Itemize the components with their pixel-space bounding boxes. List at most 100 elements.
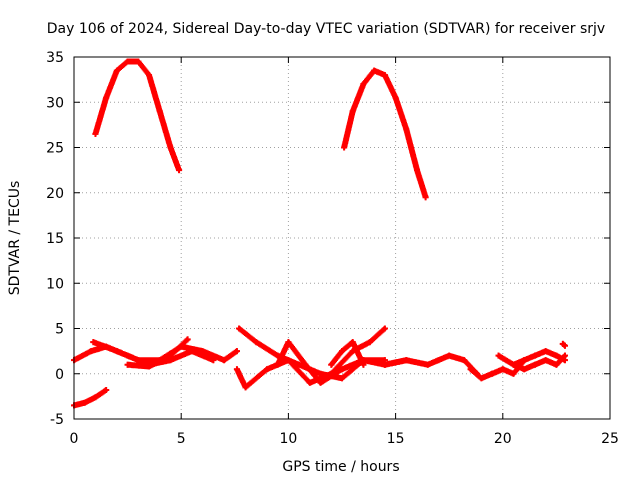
y-tick-label: 30	[46, 95, 64, 111]
data-point	[88, 348, 95, 355]
x-tick-label: 0	[70, 431, 79, 447]
data-point	[371, 67, 378, 74]
series-arc-6	[124, 336, 191, 370]
data-point	[349, 108, 356, 115]
data-point	[553, 352, 560, 359]
data-point	[542, 348, 549, 355]
data-point	[328, 361, 335, 368]
data-point	[414, 167, 421, 174]
data-point	[156, 108, 163, 115]
axis-ticks: 0 5 10 15 20 25 -5 0 5 10 15 20 25 30 35	[46, 50, 619, 447]
data-point	[146, 72, 153, 79]
series-arc-9	[274, 339, 388, 386]
data-point	[531, 352, 538, 359]
data-point	[124, 361, 131, 368]
y-tick-label: 20	[46, 186, 64, 202]
data-point	[124, 58, 131, 65]
data-point	[461, 357, 468, 364]
x-tick-label: 15	[387, 431, 405, 447]
data-point	[381, 361, 388, 368]
y-tick-label: 15	[46, 231, 64, 247]
data-point	[113, 348, 120, 355]
data-point	[446, 352, 453, 359]
y-tick-label: 5	[55, 322, 64, 338]
data-point	[510, 361, 517, 368]
series-arc-14	[510, 352, 568, 373]
data-point	[489, 370, 496, 377]
data-point	[360, 81, 367, 88]
data-point	[339, 366, 345, 373]
data-point	[113, 67, 120, 74]
data-point	[317, 379, 324, 386]
data-point	[92, 394, 99, 401]
data-point	[176, 167, 183, 174]
data-point	[403, 126, 410, 133]
data-point	[424, 361, 431, 368]
chart-title: Day 106 of 2024, Sidereal Day-to-day VTE…	[47, 21, 605, 37]
data-point	[296, 361, 303, 368]
data-point	[499, 366, 506, 373]
data-point	[167, 144, 174, 151]
data-point	[81, 399, 88, 406]
data-point	[403, 357, 410, 364]
y-tick-label: 0	[55, 367, 64, 383]
data-point	[521, 366, 528, 373]
data-point	[103, 94, 110, 101]
data-point	[341, 144, 348, 151]
data-point	[92, 130, 99, 137]
data-point	[135, 357, 142, 364]
data-point	[349, 339, 356, 346]
y-tick-label: 10	[46, 276, 64, 292]
series-arc-8	[233, 325, 388, 391]
data-point	[510, 370, 517, 377]
data-point	[381, 72, 388, 79]
x-tick-label: 5	[177, 431, 186, 447]
data-point	[561, 342, 568, 349]
data-point	[435, 357, 442, 364]
data-point	[521, 357, 528, 364]
data-point	[274, 361, 281, 368]
data-point	[242, 384, 249, 391]
data-series	[71, 58, 568, 409]
data-point	[236, 325, 243, 332]
data-point	[339, 375, 345, 382]
data-point	[103, 387, 110, 394]
x-tick-label: 10	[279, 431, 297, 447]
data-point	[263, 366, 270, 373]
data-point	[366, 339, 373, 346]
x-tick-label: 20	[494, 431, 512, 447]
data-point	[467, 366, 474, 373]
data-point	[302, 361, 309, 368]
data-point	[422, 194, 429, 201]
data-point	[233, 366, 240, 373]
x-axis-label: GPS time / hours	[282, 459, 399, 475]
series-arc-2	[341, 67, 429, 201]
data-point	[306, 379, 313, 386]
data-point	[339, 348, 345, 355]
data-point	[495, 352, 502, 359]
data-point	[221, 357, 228, 364]
data-point	[233, 348, 240, 355]
data-point	[285, 357, 292, 364]
data-point	[167, 352, 174, 359]
series-arc-15	[559, 340, 568, 349]
y-tick-label: 25	[46, 141, 64, 157]
series-arc-1	[92, 58, 183, 174]
data-point	[146, 363, 153, 370]
data-point	[392, 94, 399, 101]
data-point	[542, 357, 549, 364]
y-tick-label: 35	[46, 50, 64, 66]
data-point	[285, 339, 292, 346]
x-tick-label: 25	[601, 431, 619, 447]
data-point	[199, 348, 206, 355]
data-point	[90, 339, 97, 346]
data-point	[135, 58, 142, 65]
data-point	[360, 361, 367, 368]
data-point	[184, 336, 191, 343]
data-point	[381, 325, 388, 332]
y-axis-label: SDTVAR / TECUs	[7, 181, 23, 296]
series-arc-10	[328, 339, 367, 368]
data-point	[553, 361, 560, 368]
